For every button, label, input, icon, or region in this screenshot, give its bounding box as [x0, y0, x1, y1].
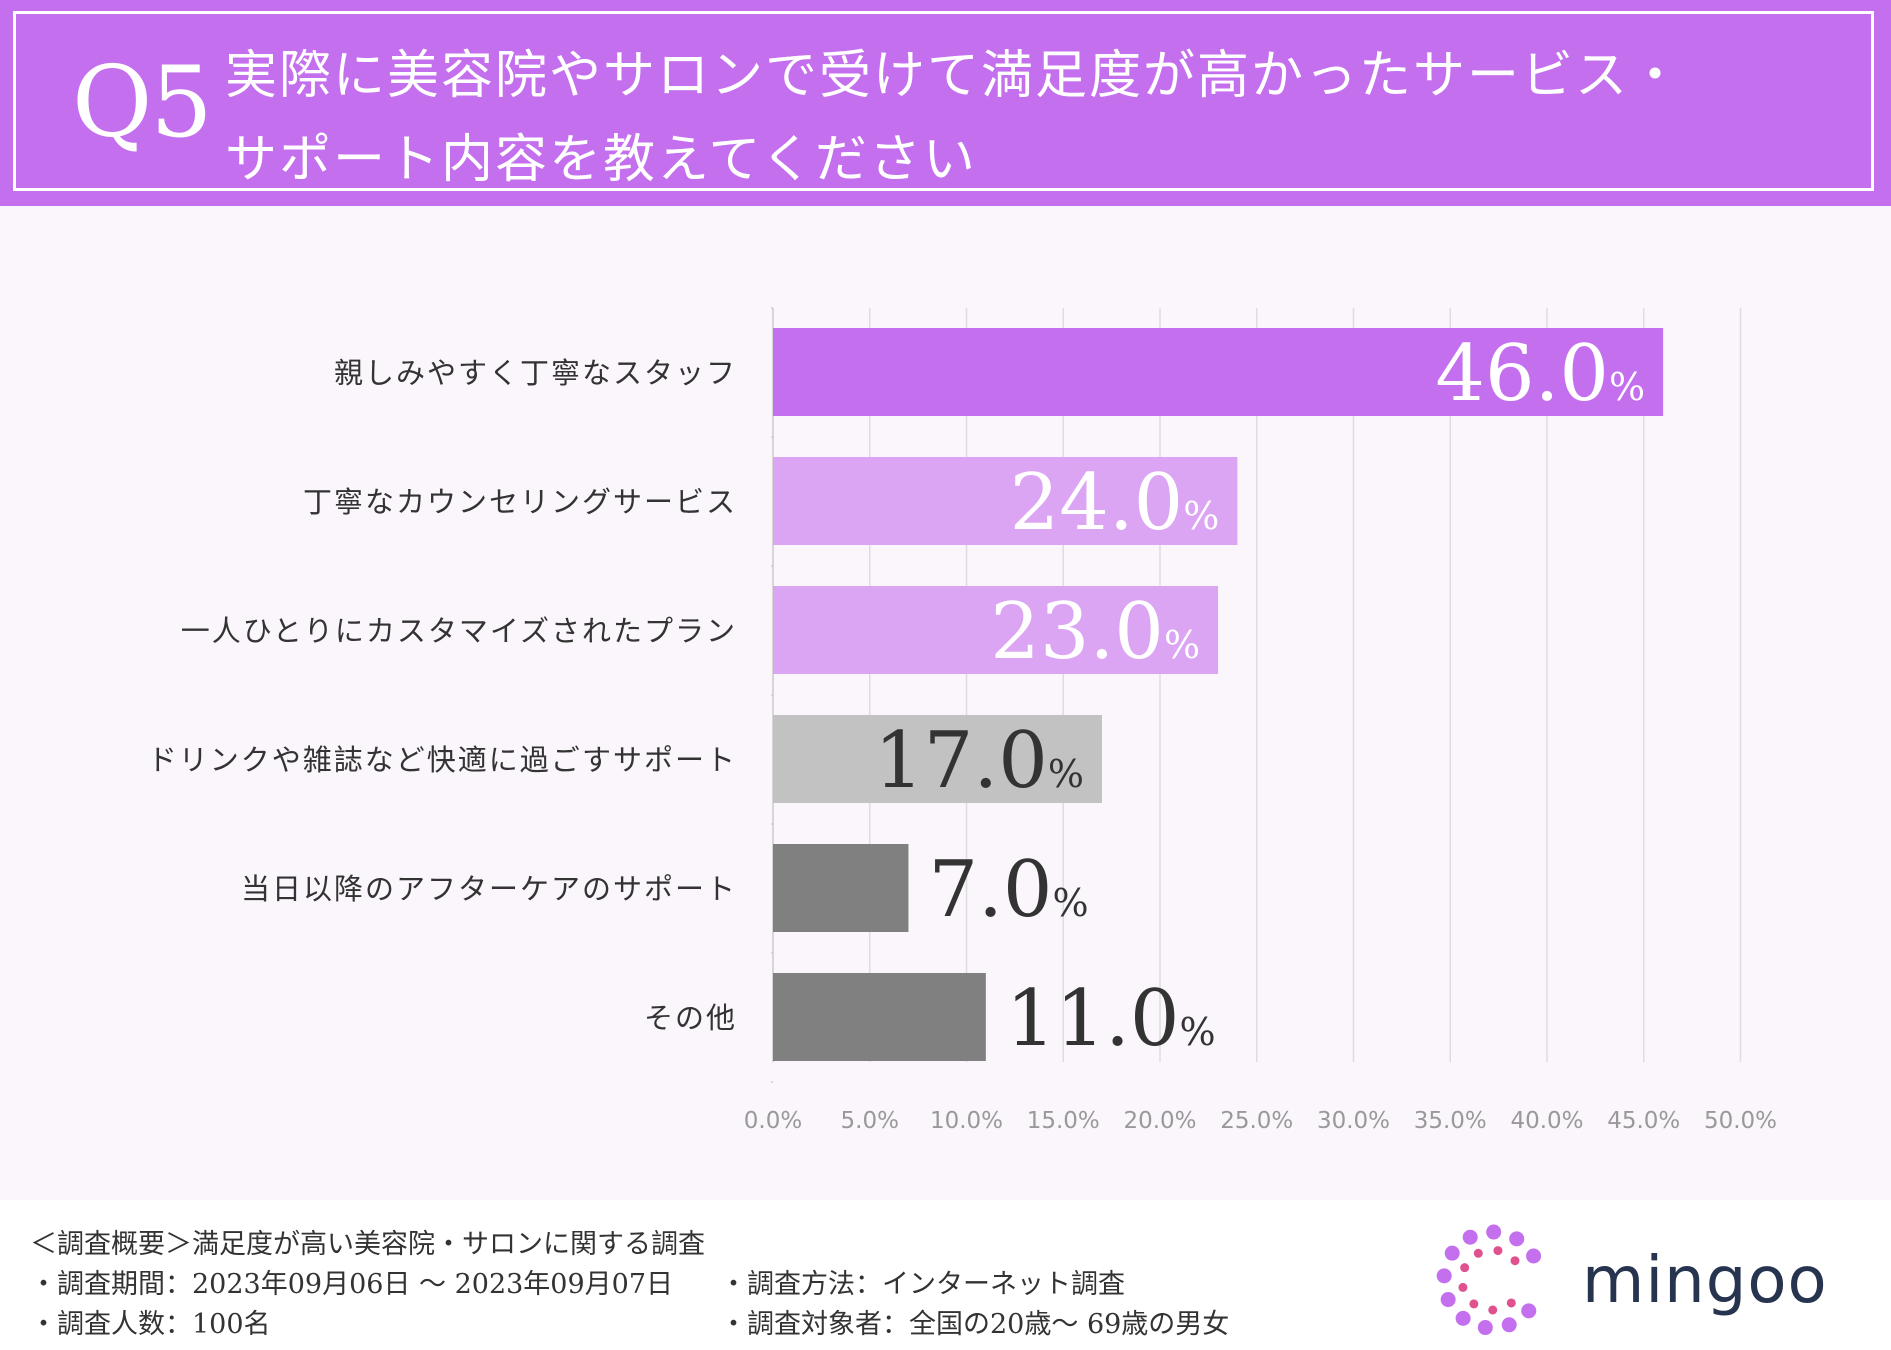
x-tick-label-1: 5.0%	[841, 1108, 899, 1134]
value-label-4: 7.0%	[928, 845, 1088, 935]
logo-dot-6	[1444, 1245, 1460, 1261]
value-unit-4: %	[1052, 881, 1088, 925]
logo-dot-4	[1440, 1292, 1456, 1308]
logo-dot-8	[1486, 1224, 1502, 1240]
value-unit-5: %	[1180, 1010, 1216, 1054]
logo-dot-18	[1510, 1256, 1520, 1266]
category-label-5: その他	[644, 1001, 737, 1035]
logo-dot-15	[1460, 1263, 1470, 1273]
mingoo-logo-icon	[1436, 1224, 1542, 1336]
logo-dot-10	[1526, 1248, 1542, 1264]
logo-dot-2	[1477, 1320, 1493, 1336]
value-number-4: 7.0	[928, 845, 1052, 935]
bar-chart: 0.0% 5.0% 10.0% 15.0% 20.0% 25.0% 30.0% 35.0% 40…	[148, 307, 1777, 1134]
x-tick-label-2: 10.0%	[930, 1108, 1003, 1134]
logo-dot-9	[1509, 1231, 1525, 1247]
survey-target: ・調査対象者：全国の20歳〜 69歳の男女	[720, 1309, 1230, 1340]
logo-dot-3	[1455, 1310, 1471, 1326]
logo-dot-14	[1458, 1282, 1468, 1292]
footer	[0, 1200, 1891, 1350]
header-frame	[13, 11, 1874, 191]
logo-dot-7	[1462, 1229, 1478, 1245]
value-unit-1: %	[1183, 494, 1219, 538]
x-tick-label-10: 50.0%	[1704, 1108, 1777, 1134]
category-label-0: 親しみやすく丁寧なスタッフ	[334, 356, 737, 390]
category-label-3: ドリンクや雑誌など快適に過ごすサポート	[148, 743, 737, 777]
logo-dot-11	[1506, 1298, 1516, 1308]
value-number-3: 17.0	[874, 716, 1048, 806]
question-title: 実際に美容院やサロンで受けて満足度が高かったサービス・ サポート内容を教えてくだ…	[225, 34, 1845, 202]
logo-dot-1	[1501, 1317, 1517, 1333]
question-number: Q5	[72, 46, 213, 160]
x-tick-label-5: 25.0%	[1220, 1108, 1293, 1134]
value-number-5: 11.0	[1006, 974, 1180, 1064]
value-unit-2: %	[1164, 623, 1200, 667]
value-number-2: 23.0	[990, 587, 1164, 677]
x-tick-label-6: 30.0%	[1317, 1108, 1390, 1134]
category-label-2: 一人ひとりにカスタマイズされたプラン	[181, 614, 737, 648]
category-label-4: 当日以降のアフターケアのサポート	[241, 872, 737, 906]
value-number-1: 24.0	[1010, 458, 1184, 548]
bar-5	[773, 973, 986, 1061]
bar-1	[773, 457, 1238, 545]
survey-overview: ＜調査概要＞満足度が高い美容院・サロンに関する調査	[30, 1229, 705, 1260]
logo-dot-17	[1493, 1246, 1503, 1256]
survey-period: ・調査期間：2023年09月06日 〜 2023年09月07日	[30, 1269, 674, 1300]
x-tick-label-3: 15.0%	[1027, 1108, 1100, 1134]
bar-0	[773, 328, 1664, 416]
value-label-5: 11.0%	[1006, 974, 1216, 1064]
value-label-2: 23.0%	[990, 587, 1200, 677]
value-label-0: 46.0%	[1435, 329, 1645, 419]
x-tick-label-9: 45.0%	[1607, 1108, 1680, 1134]
mingoo-logo-text: mingoo	[1582, 1244, 1828, 1318]
x-tick-label-7: 35.0%	[1414, 1108, 1487, 1134]
value-number-0: 46.0	[1435, 329, 1609, 419]
logo-dot-5	[1436, 1268, 1452, 1284]
logo-dot-0	[1521, 1303, 1537, 1319]
x-tick-label-4: 20.0%	[1123, 1108, 1196, 1134]
survey-count: ・調査人数：100名	[30, 1309, 271, 1340]
survey-method: ・調査方法：インターネット調査	[720, 1269, 1125, 1300]
logo-dot-12	[1488, 1305, 1498, 1315]
value-label-1: 24.0%	[1010, 458, 1220, 548]
x-tick-label-0: 0.0%	[744, 1108, 802, 1134]
value-unit-0: %	[1609, 365, 1645, 409]
header-banner: Q5 実際に美容院やサロンで受けて満足度が高かったサービス・ サポート内容を教え…	[0, 0, 1891, 206]
question-title-line-1: 実際に美容院やサロンで受けて満足度が高かったサービス・	[225, 46, 1684, 106]
bar-4	[773, 844, 909, 932]
logo-dot-13	[1469, 1299, 1479, 1309]
value-label-3: 17.0%	[874, 716, 1084, 806]
bar-3	[773, 715, 1102, 803]
logo-dot-16	[1473, 1248, 1483, 1258]
x-tick-label-8: 40.0%	[1510, 1108, 1583, 1134]
bar-2	[773, 586, 1219, 674]
category-label-1: 丁寧なカウンセリングサービス	[303, 485, 737, 519]
question-title-line-2: サポート内容を教えてください	[225, 130, 977, 190]
value-unit-3: %	[1048, 752, 1084, 796]
